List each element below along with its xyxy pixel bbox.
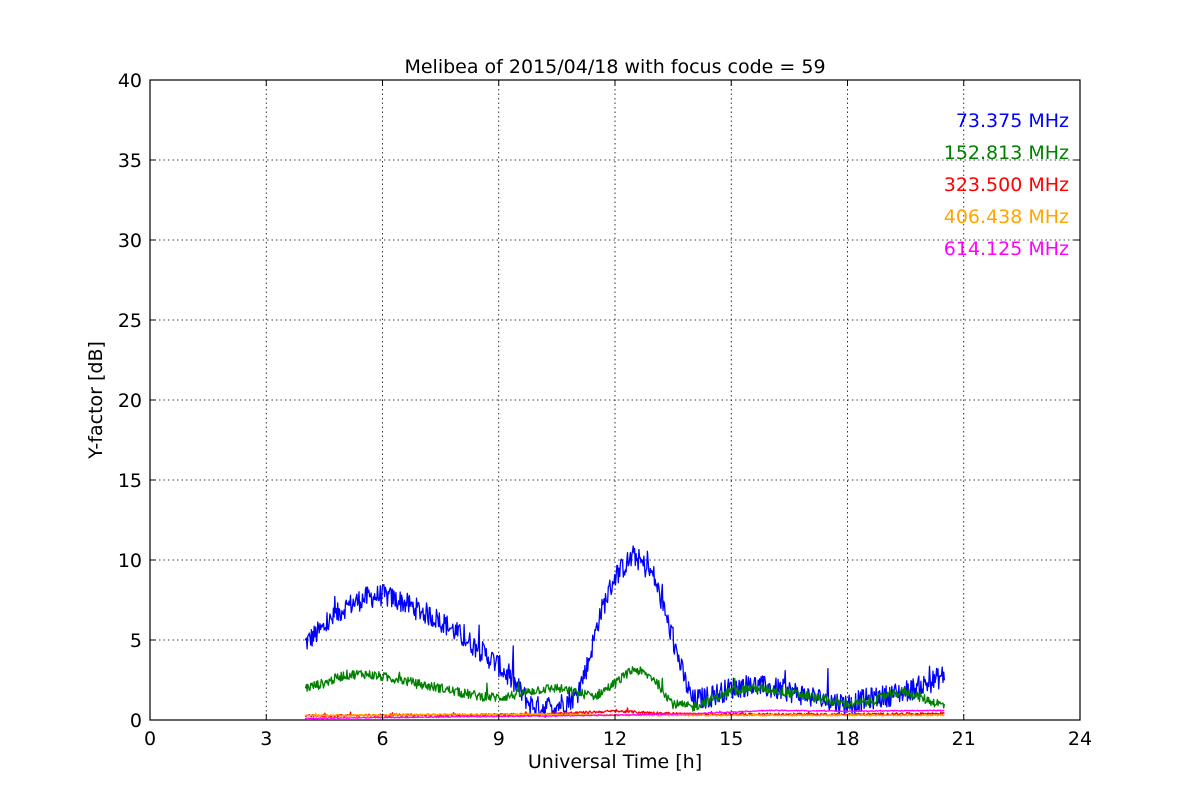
y-tick-label: 30 <box>118 230 142 252</box>
legend-entry: 152.813 MHz <box>944 142 1069 164</box>
x-tick-label: 18 <box>835 728 859 750</box>
y-tick-label: 10 <box>118 550 142 572</box>
x-tick-label: 9 <box>493 728 505 750</box>
legend-entry: 614.125 MHz <box>944 238 1069 260</box>
x-tick-label: 24 <box>1068 728 1092 750</box>
x-tick-label: 6 <box>376 728 388 750</box>
x-tick-label: 3 <box>260 728 272 750</box>
legend-entry: 323.500 MHz <box>944 174 1069 196</box>
legend-entry: 73.375 MHz <box>956 110 1069 132</box>
series-layer <box>304 545 946 720</box>
ticks: 0 3 6 9 12 15 18 21 24 0 5 10 15 20 25 30 35 40 <box>118 70 1092 750</box>
series-line <box>305 666 946 712</box>
y-tick-label: 5 <box>130 630 142 652</box>
y-tick-label: 20 <box>118 390 142 412</box>
y-tick-label: 35 <box>118 150 142 172</box>
series-line <box>304 707 945 718</box>
x-tick-label: 15 <box>719 728 743 750</box>
legend: 73.375 MHz 152.813 MHz 323.500 MHz 406.438 … <box>944 110 1069 260</box>
x-tick-label: 21 <box>952 728 976 750</box>
y-tick-label: 25 <box>118 310 142 332</box>
series-line <box>304 545 946 718</box>
y-axis-label: Y-factor [dB] <box>85 341 107 460</box>
x-tick-label: 12 <box>603 728 627 750</box>
y-tick-label: 40 <box>118 70 142 92</box>
y-tick-label: 0 <box>130 710 142 732</box>
x-axis-label: Universal Time [h] <box>528 751 702 773</box>
legend-entry: 406.438 MHz <box>944 206 1069 228</box>
y-tick-label: 15 <box>118 470 142 492</box>
series-line <box>304 709 945 720</box>
grid <box>150 80 1080 720</box>
x-tick-label: 0 <box>144 728 156 750</box>
chart-title: Melibea of 2015/04/18 with focus code = … <box>404 56 825 78</box>
